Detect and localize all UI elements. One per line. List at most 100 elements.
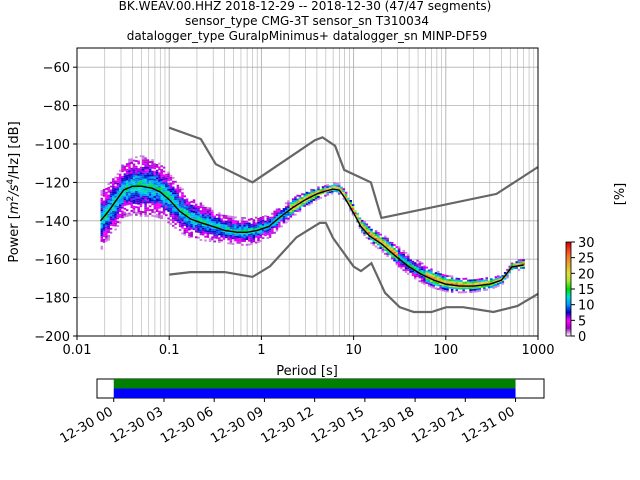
psd-bin [201, 229, 205, 232]
psd-bin [169, 197, 173, 200]
psd-bin [158, 202, 161, 205]
psd-bin [174, 217, 177, 220]
psd-bin [248, 237, 251, 240]
psd-bin [222, 216, 226, 219]
psd-bin [109, 185, 113, 188]
psd-bin [363, 232, 366, 235]
psd-bin [158, 195, 161, 198]
psd-bin [105, 191, 108, 194]
psd-bin [215, 213, 219, 216]
psd-bin [148, 201, 152, 204]
psd-bin [268, 226, 272, 229]
psd-bin [358, 226, 362, 229]
psd-bin [144, 195, 147, 198]
psd-bin [434, 274, 438, 276]
psd-bin [443, 280, 447, 283]
psd-bin [222, 228, 226, 231]
psd-bin [123, 169, 127, 172]
psd-bin [252, 223, 256, 226]
psd-bin [310, 196, 313, 199]
psd-bin [109, 197, 113, 200]
psd-bin [125, 203, 129, 206]
psd-bin [423, 277, 426, 280]
psd-bin [273, 218, 276, 221]
psd-bin [450, 281, 454, 284]
psd-bin [314, 189, 318, 192]
psd-bin [411, 274, 415, 277]
mean-psd-line [99, 185, 524, 287]
psd-bin [121, 183, 124, 186]
psd-bin [243, 234, 246, 237]
psd-bin [116, 200, 120, 202]
psd-bin [105, 224, 108, 227]
psd-bin [450, 286, 454, 289]
psd-bin [188, 222, 191, 225]
psd-bin [107, 234, 110, 237]
psd-bin [148, 191, 152, 194]
psd-bin [206, 226, 210, 229]
psd-bin [146, 189, 150, 192]
psd-bin [118, 169, 122, 172]
psd-bin [169, 222, 173, 225]
psd-bin [213, 225, 216, 228]
psd-bin [402, 251, 405, 254]
psd-bin [114, 182, 117, 185]
psd-bin [310, 202, 313, 205]
psd-bin [220, 220, 223, 223]
psd-bin [204, 216, 207, 219]
psd-bin [522, 259, 525, 262]
psd-bin [123, 198, 127, 201]
psd-bin [384, 237, 387, 240]
psd-bin [254, 233, 258, 236]
psd-bin [243, 240, 246, 242]
psd-bin [487, 282, 491, 285]
psd-bin [183, 210, 187, 213]
psd-bin [241, 232, 244, 235]
psd-bin [102, 206, 106, 209]
psd-bin [469, 283, 472, 286]
psd-bin [220, 226, 223, 228]
psd-bin [160, 205, 163, 208]
psd-bin [208, 232, 212, 235]
psd-bin [206, 234, 210, 236]
psd-bin [356, 212, 359, 215]
psd-bin [153, 207, 157, 210]
psd-bin [367, 226, 371, 229]
psd-bin [190, 220, 193, 223]
time-tick-label: 12-30 21 [409, 404, 467, 446]
psd-bin [213, 215, 216, 218]
psd-bin [132, 211, 136, 214]
psd-bin [218, 219, 221, 222]
psd-bin [190, 233, 193, 236]
psd-bin [296, 208, 299, 211]
psd-bin [162, 201, 166, 204]
psd-bin [331, 184, 334, 187]
psd-bin [146, 166, 150, 169]
psd-bin [169, 219, 173, 222]
psd-bin [361, 225, 364, 228]
psd-bin [174, 196, 177, 199]
psd-bin [432, 277, 435, 279]
psd-bin [176, 186, 180, 189]
psd-bin [165, 206, 168, 209]
psd-bin [206, 214, 210, 217]
psd-bin [284, 221, 288, 224]
psd-bin [144, 199, 147, 202]
psd-bin [167, 188, 170, 191]
psd-bin [114, 205, 117, 208]
psd-bin [123, 180, 127, 183]
psd-bin [155, 183, 159, 186]
psd-bin [125, 209, 129, 212]
psd-bin [342, 190, 346, 193]
time-tick-label: 12-30 06 [158, 404, 216, 446]
psd-bin [379, 245, 382, 248]
psd-bin [487, 286, 491, 289]
psd-bin [453, 281, 456, 284]
psd-bin [236, 239, 240, 242]
psd-bin [455, 283, 459, 286]
psd-bin [294, 207, 297, 210]
psd-bin [291, 200, 295, 203]
psd-bin [241, 234, 244, 237]
psd-bin [185, 217, 189, 220]
